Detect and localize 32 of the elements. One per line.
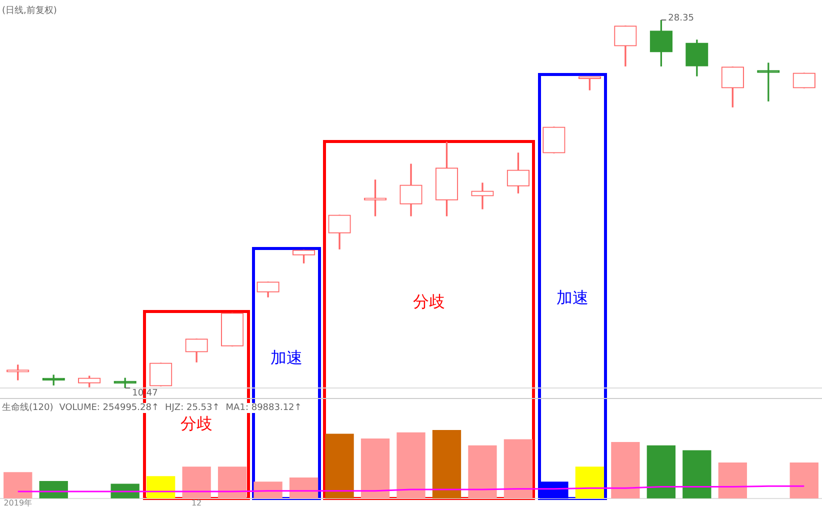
x-tick-label: 12 xyxy=(191,498,202,508)
bar xyxy=(289,478,318,498)
bar xyxy=(790,462,818,498)
bar xyxy=(182,466,211,498)
bar xyxy=(468,445,497,498)
bar xyxy=(682,450,712,498)
annotation: 分歧 xyxy=(412,292,446,313)
x-tick-label: 2019年 xyxy=(4,498,32,508)
chart-title: (日线,前复权) xyxy=(2,4,57,17)
bar xyxy=(718,462,747,498)
annotation: 加速 xyxy=(556,288,590,309)
bar xyxy=(611,442,640,498)
bar xyxy=(432,430,462,498)
annotation: 28.35 xyxy=(668,13,694,24)
bar xyxy=(396,432,426,498)
bar xyxy=(254,482,282,498)
bar xyxy=(575,466,604,498)
bar xyxy=(218,466,247,498)
bar xyxy=(540,482,568,498)
bar xyxy=(4,472,32,498)
bar xyxy=(646,445,676,498)
annotation: 加速 xyxy=(270,348,304,369)
text: HJZ: 25.53↑ xyxy=(165,403,220,413)
bar xyxy=(504,439,533,498)
bar xyxy=(146,476,176,498)
bar xyxy=(360,438,390,498)
candlestick xyxy=(471,182,494,210)
annotation: 分歧 xyxy=(180,414,214,435)
bar xyxy=(325,434,354,498)
text: MA1: 89883.12↑ xyxy=(226,403,302,413)
text: 生命线(120) xyxy=(2,403,54,413)
text: VOLUME: 254995.28↑ xyxy=(59,403,159,413)
